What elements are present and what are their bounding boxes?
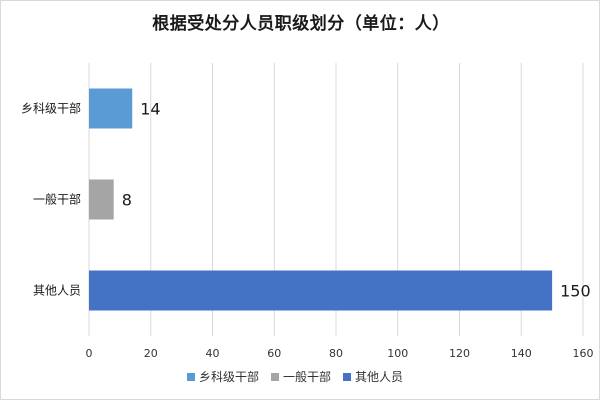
legend-label: 一般干部	[283, 369, 331, 384]
category-label: 乡科级干部	[21, 101, 81, 116]
legend-swatch	[271, 373, 279, 381]
bar	[89, 270, 553, 311]
x-tick-label: 140	[511, 347, 532, 360]
data-label: 8	[122, 191, 132, 210]
data-label: 150	[560, 282, 591, 301]
data-label: 14	[140, 100, 160, 119]
x-tick-label: 120	[449, 347, 470, 360]
bar	[89, 88, 133, 129]
x-tick-label: 160	[573, 347, 594, 360]
legend-label: 其他人员	[355, 370, 403, 384]
category-label: 其他人员	[33, 284, 81, 298]
x-tick-label: 20	[144, 347, 158, 360]
x-tick-label: 40	[206, 347, 220, 360]
legend-label: 乡科级干部	[199, 369, 259, 384]
x-tick-label: 80	[329, 347, 343, 360]
bar	[89, 179, 114, 220]
legend-swatch	[187, 373, 195, 381]
x-tick-label: 100	[387, 347, 408, 360]
chart-title: 根据受处分人员职级划分（单位：人）	[152, 14, 450, 34]
x-tick-label: 60	[267, 347, 281, 360]
category-label: 一般干部	[33, 192, 81, 207]
x-tick-label: 0	[86, 347, 93, 360]
legend-swatch	[343, 373, 351, 381]
